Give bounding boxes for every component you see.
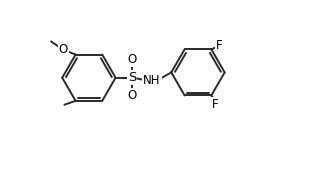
Text: O: O <box>58 43 68 56</box>
Text: S: S <box>128 71 136 84</box>
Text: F: F <box>216 39 223 52</box>
Text: F: F <box>212 98 218 111</box>
Text: O: O <box>127 53 137 66</box>
Text: O: O <box>127 89 137 102</box>
Text: NH: NH <box>143 74 161 87</box>
